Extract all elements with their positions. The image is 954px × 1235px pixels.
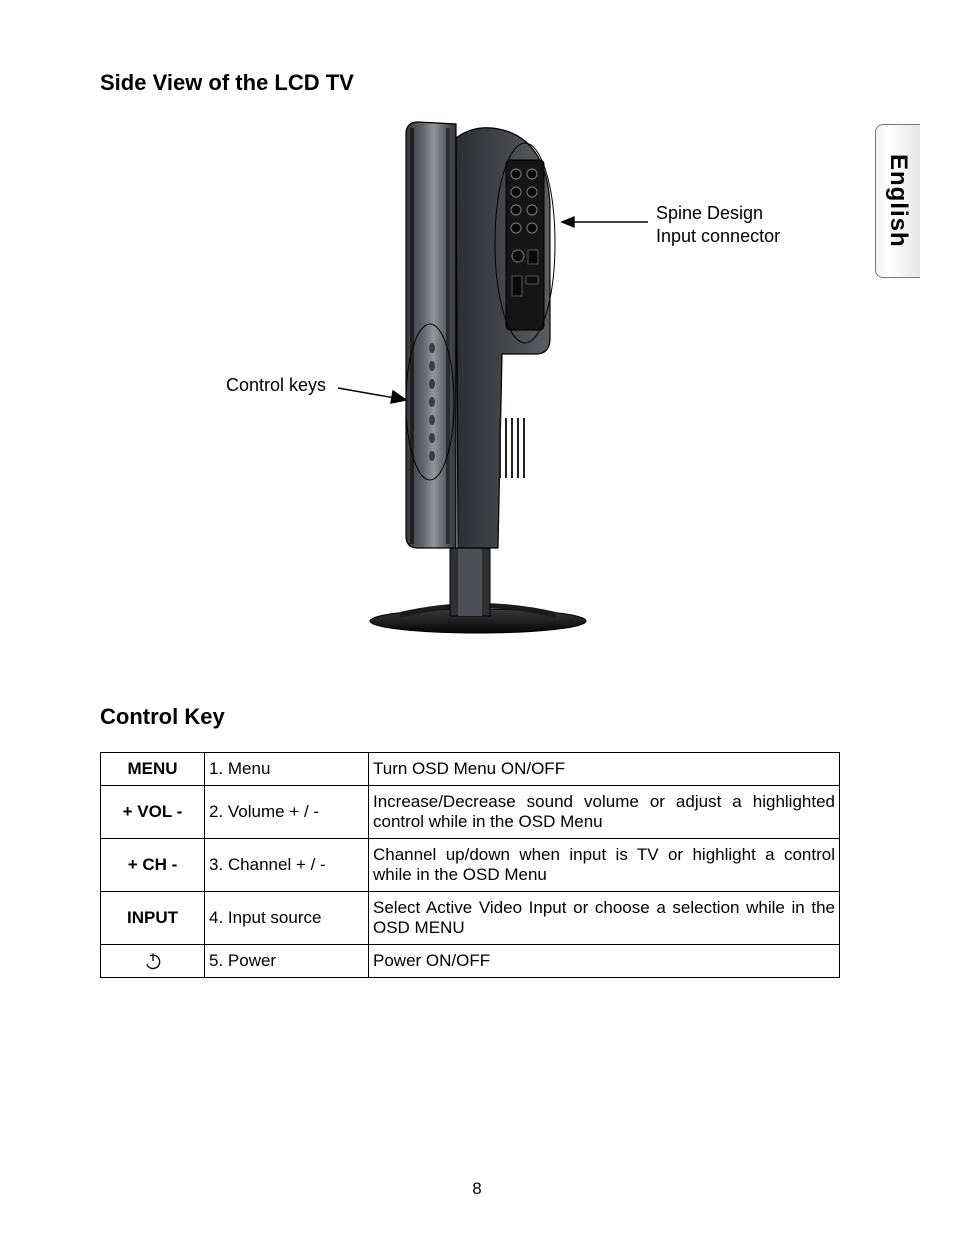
cell-desc-vol: Increase/Decrease sound volume or adjust… xyxy=(369,786,840,839)
page-number: 8 xyxy=(0,1179,954,1199)
cell-desc-menu: Turn OSD Menu ON/OFF xyxy=(369,753,840,786)
callout-spine-design: Spine Design Input connector xyxy=(656,202,780,249)
cell-key-ch: + CH - xyxy=(101,839,205,892)
cell-name-ch: 3. Channel + / - xyxy=(205,839,369,892)
control-key-table: MENU 1. Menu Turn OSD Menu ON/OFF + VOL … xyxy=(100,752,840,978)
table-row: INPUT 4. Input source Select Active Vide… xyxy=(101,892,840,945)
cell-desc-input: Select Active Video Input or choose a se… xyxy=(369,892,840,945)
section-heading-control-key: Control Key xyxy=(100,704,860,730)
language-tab-label: English xyxy=(884,154,912,248)
cell-name-input: 4. Input source xyxy=(205,892,369,945)
tv-side-view-figure: Spine Design Input connector Control key… xyxy=(100,118,860,648)
tv-side-view-svg xyxy=(100,118,860,648)
cell-desc-ch: Channel up/down when input is TV or high… xyxy=(369,839,840,892)
callout-control-keys: Control keys xyxy=(226,374,326,397)
table-row: + VOL - 2. Volume + / - Increase/Decreas… xyxy=(101,786,840,839)
cell-key-vol: + VOL - xyxy=(101,786,205,839)
cell-key-input: INPUT xyxy=(101,892,205,945)
power-icon xyxy=(143,951,163,971)
table-row: + CH - 3. Channel + / - Channel up/down … xyxy=(101,839,840,892)
cell-key-power xyxy=(101,945,205,978)
callout-spine-line2: Input connector xyxy=(656,226,780,246)
section-heading-side-view: Side View of the LCD TV xyxy=(100,70,860,96)
callout-spine-line1: Spine Design xyxy=(656,203,763,223)
table-row: 5. Power Power ON/OFF xyxy=(101,945,840,978)
cell-name-vol: 2. Volume + / - xyxy=(205,786,369,839)
table-row: MENU 1. Menu Turn OSD Menu ON/OFF xyxy=(101,753,840,786)
cell-key-menu: MENU xyxy=(101,753,205,786)
cell-name-power: 5. Power xyxy=(205,945,369,978)
language-tab: English xyxy=(875,124,920,278)
cell-name-menu: 1. Menu xyxy=(205,753,369,786)
cell-desc-power: Power ON/OFF xyxy=(369,945,840,978)
